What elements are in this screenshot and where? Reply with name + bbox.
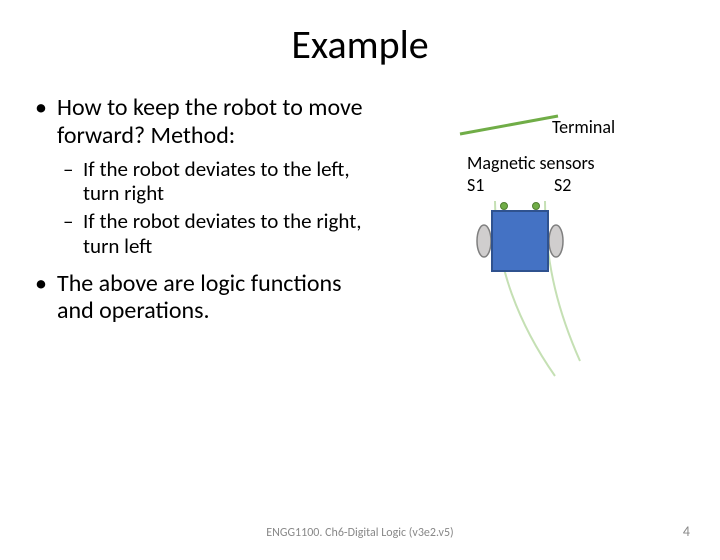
wheel-right [549,225,563,257]
slide-title: Example [0,20,720,69]
robot-body [492,211,548,271]
robot-diagram [440,106,660,396]
path-right [545,201,580,361]
sensor-s1 [501,203,508,210]
bullet-2: The above are logic functions and operat… [35,270,370,325]
bullet-1a: If the robot deviates to the left, turn … [35,157,370,205]
content-area: How to keep the robot to move forward? M… [0,94,720,333]
bullet-1b: If the robot deviates to the right, turn… [35,209,370,257]
page-number: 4 [683,523,690,540]
text-column: How to keep the robot to move forward? M… [0,94,370,333]
sensor-s2 [533,203,540,210]
bullet-1: How to keep the robot to move forward? M… [35,94,370,149]
diagram-column: Terminal Magnetic sensors S1 S2 [370,94,690,333]
sub-bullets: If the robot deviates to the left, turn … [35,157,370,258]
terminal-bar [460,116,558,134]
wheel-left [477,225,491,257]
footer-text: ENGG1100. Ch6-Digital Logic (v3e2.v5) [0,526,720,540]
